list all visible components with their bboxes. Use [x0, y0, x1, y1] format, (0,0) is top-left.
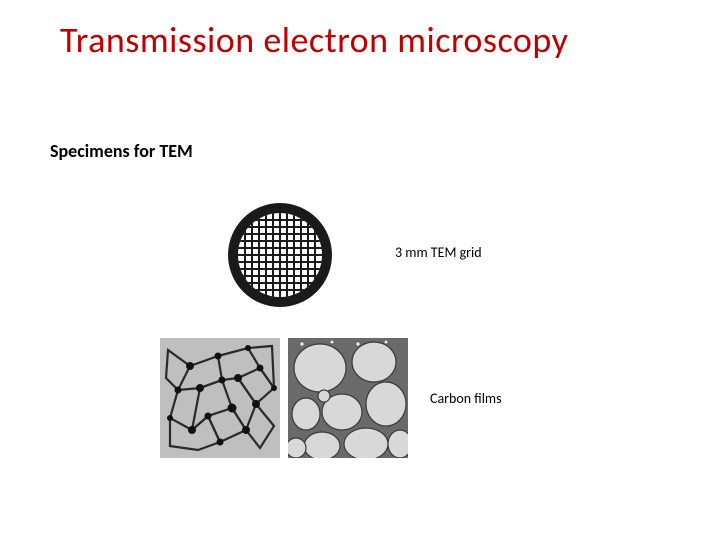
- section-heading: Specimens for TEM: [50, 140, 193, 162]
- carbon-film-b-icon: [288, 338, 408, 458]
- carbon-film-a-icon: [160, 338, 280, 458]
- tem-grid-figure: [225, 200, 335, 310]
- carbon-film-a-figure: [160, 338, 280, 458]
- carbon-film-b-figure: [288, 338, 408, 458]
- slide-title: Transmission electron microscopy: [60, 18, 568, 62]
- tem-grid-icon: [225, 200, 335, 310]
- carbon-films-label: Carbon films: [430, 390, 502, 407]
- tem-grid-label: 3 mm TEM grid: [395, 244, 482, 261]
